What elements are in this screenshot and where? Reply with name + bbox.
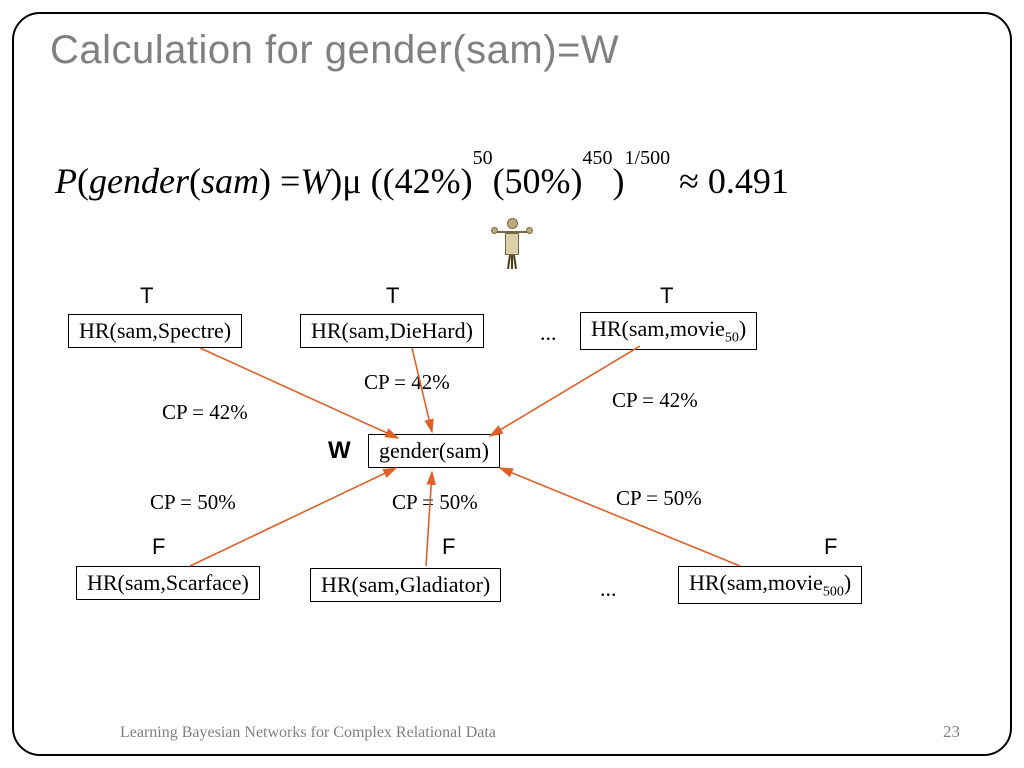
box-hr-scarface: HR(sam,Scarface) xyxy=(76,566,260,600)
approx: ≈ 0.491 xyxy=(670,161,789,201)
paren-group: ((42%) xyxy=(362,161,473,201)
slide: Calculation for gender(sam)=W P(gender(s… xyxy=(0,0,1024,768)
movie500-pre: HR(sam,movie xyxy=(689,570,823,595)
dots-top: ... xyxy=(540,320,557,346)
movie50-post: ) xyxy=(739,316,746,341)
box-gender-sam: gender(sam) xyxy=(368,434,500,468)
slide-frame xyxy=(12,12,1012,756)
label-F-1: F xyxy=(152,534,165,560)
box-hr-spectre: HR(sam,Spectre) xyxy=(68,314,242,348)
box-hr-movie500: HR(sam,movie500) xyxy=(678,566,862,604)
eq: = xyxy=(280,161,300,201)
label-W: W xyxy=(328,437,351,465)
page-number: 23 xyxy=(943,722,960,742)
box-hr-gladiator: HR(sam,Gladiator) xyxy=(310,568,501,602)
cp-50-right: CP = 50% xyxy=(616,486,702,511)
label-F-2: F xyxy=(442,534,455,560)
formula-P: P xyxy=(55,161,77,201)
slide-title: Calculation for gender(sam)=W xyxy=(50,28,619,73)
label-T-3: T xyxy=(660,283,673,309)
open-paren2: ( xyxy=(189,161,201,201)
formula: P(gender(sam) =W)μ ((42%)50(50%)450)1/50… xyxy=(55,160,789,202)
sup-450: 450 xyxy=(583,147,613,169)
movie500-sub: 500 xyxy=(823,584,844,599)
cp-42-mid: CP = 42% xyxy=(364,370,450,395)
person-icon xyxy=(496,218,528,269)
mid: (50%) xyxy=(493,161,583,201)
open-paren: ( xyxy=(77,161,89,201)
footer-text: Learning Bayesian Networks for Complex R… xyxy=(120,724,496,742)
word-W: W xyxy=(300,161,330,201)
sup-50: 50 xyxy=(473,147,493,169)
dots-bottom: ... xyxy=(600,576,617,602)
label-T-2: T xyxy=(386,283,399,309)
cp-50-left: CP = 50% xyxy=(150,490,236,515)
movie50-pre: HR(sam,movie xyxy=(591,316,725,341)
box-hr-movie50: HR(sam,movie50) xyxy=(580,312,757,350)
close-paren2: ) xyxy=(259,161,271,201)
word-gender: gender xyxy=(89,161,189,201)
box-hr-diehard: HR(sam,DieHard) xyxy=(300,314,484,348)
movie500-post: ) xyxy=(844,570,851,595)
word-sam: sam xyxy=(201,161,259,201)
close2: ) xyxy=(613,161,625,201)
movie50-sub: 50 xyxy=(725,330,739,345)
cp-42-left: CP = 42% xyxy=(162,400,248,425)
sup-1-500: 1/500 xyxy=(625,147,671,169)
label-F-3: F xyxy=(824,534,837,560)
close-paren: ) xyxy=(330,161,342,201)
cp-50-mid: CP = 50% xyxy=(392,490,478,515)
cp-42-right: CP = 42% xyxy=(612,388,698,413)
label-T-1: T xyxy=(140,283,153,309)
mu: μ xyxy=(342,161,361,201)
